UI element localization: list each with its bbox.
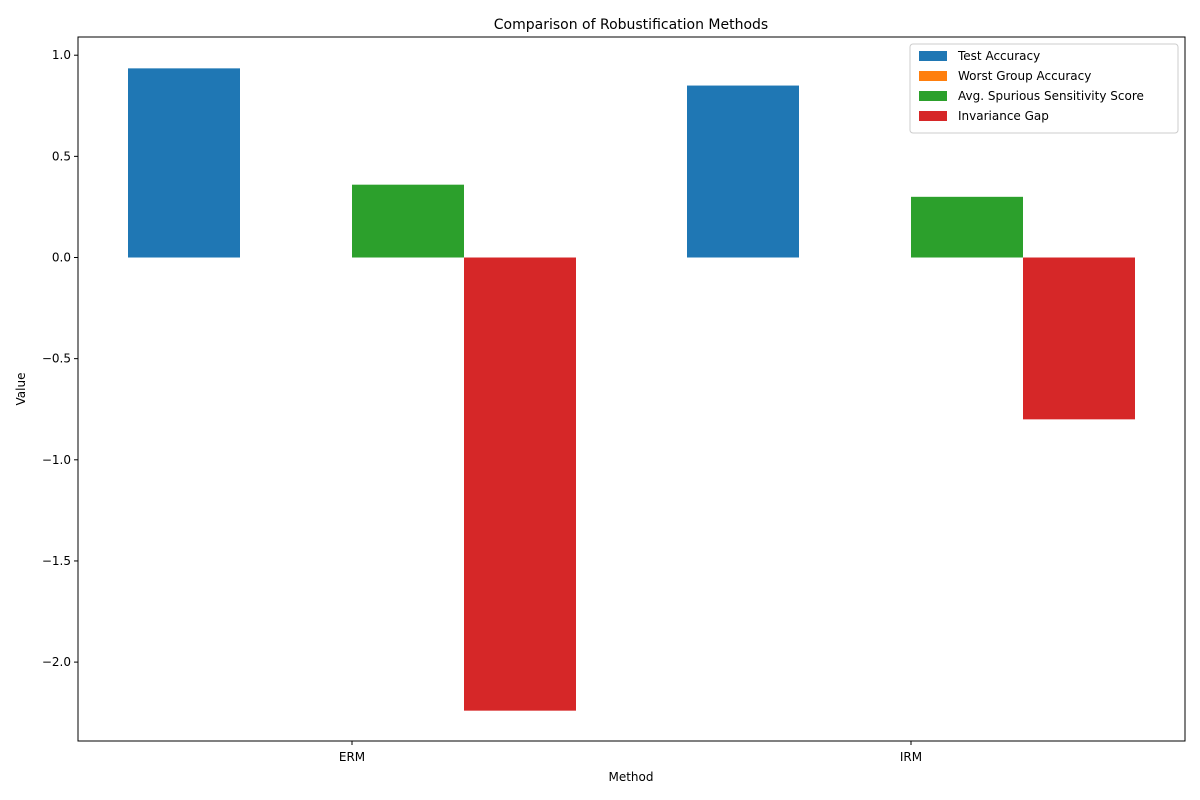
bar-invariance-gap-irm [1023, 257, 1135, 420]
legend-swatch [919, 51, 947, 61]
chart-title: Comparison of Robustification Methods [494, 17, 768, 33]
axes-layer [77, 36, 1186, 742]
y-tick-label: −2.0 [42, 655, 71, 669]
y-tick-label: 1.0 [52, 48, 71, 62]
legend-box [909, 43, 1179, 134]
bars-layer [128, 68, 1135, 711]
y-tick-label: 0.5 [52, 149, 71, 163]
legend-label: Invariance Gap [958, 109, 1049, 123]
x-tick-label: ERM [339, 750, 365, 764]
plot-frame [77, 36, 1186, 742]
bar-avg-spurious-sensitivity-score-erm [352, 184, 464, 258]
legend: Test Accuracy Worst Group Accuracy Avg. Sp… [909, 43, 1179, 134]
legend-label: Worst Group Accuracy [958, 69, 1091, 83]
legend-label: Test Accuracy [957, 49, 1040, 63]
y-tick-label: 0.0 [52, 251, 71, 265]
ticks-layer: 1.0 0.5 0.0 −0.5 −1.0 −1.5 −2.0 ERM IRM [42, 48, 922, 764]
y-tick-label: −1.5 [42, 554, 71, 568]
legend-label: Avg. Spurious Sensitivity Score [958, 89, 1144, 103]
legend-swatch [919, 111, 947, 121]
y-axis-label: Value [14, 373, 28, 406]
bar-test-accuracy-erm [128, 68, 240, 258]
legend-swatch [919, 71, 947, 81]
y-tick-label: −1.0 [42, 453, 71, 467]
bar-test-accuracy-irm [687, 85, 799, 258]
legend-swatch [919, 91, 947, 101]
bar-avg-spurious-sensitivity-score-irm [911, 196, 1023, 258]
x-tick-label: IRM [900, 750, 922, 764]
x-axis-label: Method [608, 770, 653, 784]
y-tick-label: −0.5 [42, 352, 71, 366]
bar-invariance-gap-erm [464, 257, 576, 711]
